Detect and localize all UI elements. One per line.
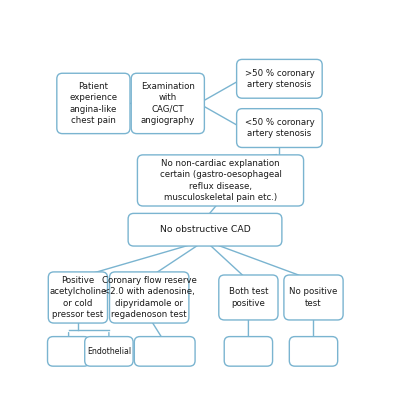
FancyBboxPatch shape (48, 336, 90, 366)
Text: Both test
positive: Both test positive (229, 287, 268, 308)
Text: >50 % coronary
artery stenosis: >50 % coronary artery stenosis (244, 68, 314, 89)
Text: No obstructive CAD: No obstructive CAD (160, 225, 250, 234)
FancyBboxPatch shape (219, 275, 278, 320)
Text: Coronary flow reserve
<2.0 with adenosine,
dipyridamole or
regadenoson test: Coronary flow reserve <2.0 with adenosin… (102, 276, 197, 319)
Text: Examination
with
CAG/CT
angiography: Examination with CAG/CT angiography (141, 82, 195, 125)
Text: No non-cardiac explanation
certain (gastro-oesophageal
reflux disease,
musculosk: No non-cardiac explanation certain (gast… (160, 159, 282, 202)
Text: Endothelial: Endothelial (87, 347, 131, 356)
FancyBboxPatch shape (134, 336, 195, 366)
FancyBboxPatch shape (284, 275, 343, 320)
Text: Patient
experience
angina-like
chest pain: Patient experience angina-like chest pai… (69, 82, 118, 125)
FancyBboxPatch shape (85, 336, 133, 366)
Text: No positive
test: No positive test (289, 287, 338, 308)
FancyBboxPatch shape (237, 59, 322, 98)
FancyBboxPatch shape (224, 336, 272, 366)
Text: <50 % coronary
artery stenosis: <50 % coronary artery stenosis (244, 118, 314, 138)
FancyBboxPatch shape (128, 213, 282, 246)
Text: Positive
acetylcholine
or cold
pressor test: Positive acetylcholine or cold pressor t… (49, 276, 106, 319)
FancyBboxPatch shape (289, 336, 338, 366)
FancyBboxPatch shape (237, 109, 322, 148)
FancyBboxPatch shape (131, 73, 204, 134)
FancyBboxPatch shape (138, 155, 304, 206)
FancyBboxPatch shape (57, 73, 130, 134)
FancyBboxPatch shape (110, 272, 189, 323)
FancyBboxPatch shape (48, 272, 108, 323)
